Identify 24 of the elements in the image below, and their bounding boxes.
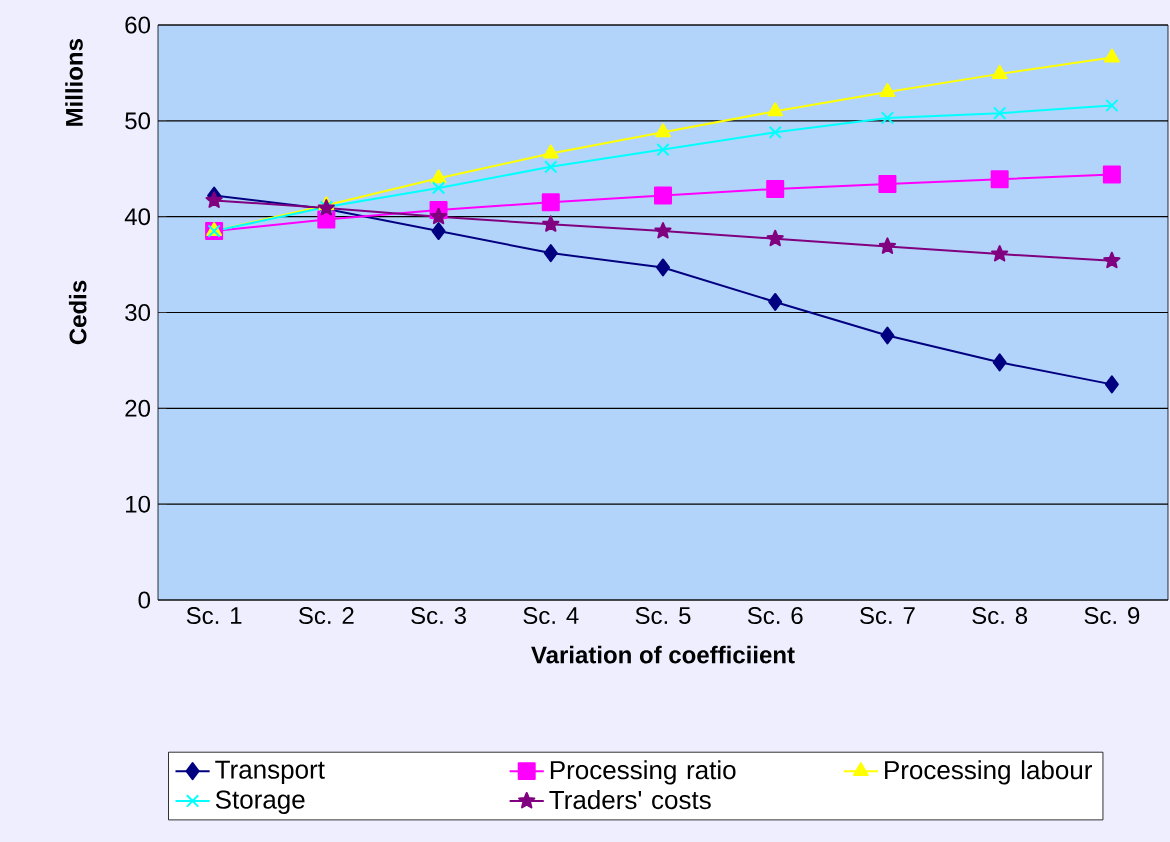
x-tick-label: Sc. 5 bbox=[635, 607, 691, 625]
y-axis-title: Cedis bbox=[68, 280, 87, 345]
y-tick-label: 0 bbox=[138, 591, 151, 609]
x-tick-label: Sc. 3 bbox=[411, 607, 466, 625]
x-tick-label: Sc. 1 bbox=[186, 607, 242, 625]
y-tick-label: 40 bbox=[124, 208, 151, 226]
x-tick-label: Sc. 6 bbox=[747, 607, 803, 625]
y-tick-label: 60 bbox=[125, 16, 151, 34]
y-tick-label: 50 bbox=[125, 112, 151, 130]
text: Millions bbox=[65, 39, 83, 126]
x-tick-label: Sc. 8 bbox=[972, 607, 1028, 625]
legend-label: Storage bbox=[215, 790, 305, 814]
legend-label: Processing labour bbox=[885, 760, 1092, 785]
x-axis-title: Variation of coefficiient bbox=[531, 645, 795, 664]
y-tick-label: 30 bbox=[125, 304, 151, 321]
legend-label: Transport bbox=[215, 760, 325, 784]
legend-label: Traders' costs bbox=[549, 790, 711, 810]
x-tick-label: Sc. 4 bbox=[523, 607, 579, 625]
y-tick-label: 20 bbox=[125, 399, 151, 417]
x-tick-label: Sc. 7 bbox=[860, 607, 915, 625]
x-tick-label: Sc. 2 bbox=[298, 607, 354, 625]
legend-label: Processing ratio bbox=[550, 760, 736, 785]
x-tick-label: Sc. 9 bbox=[1084, 607, 1140, 625]
y-tick-label: 10 bbox=[126, 495, 151, 513]
